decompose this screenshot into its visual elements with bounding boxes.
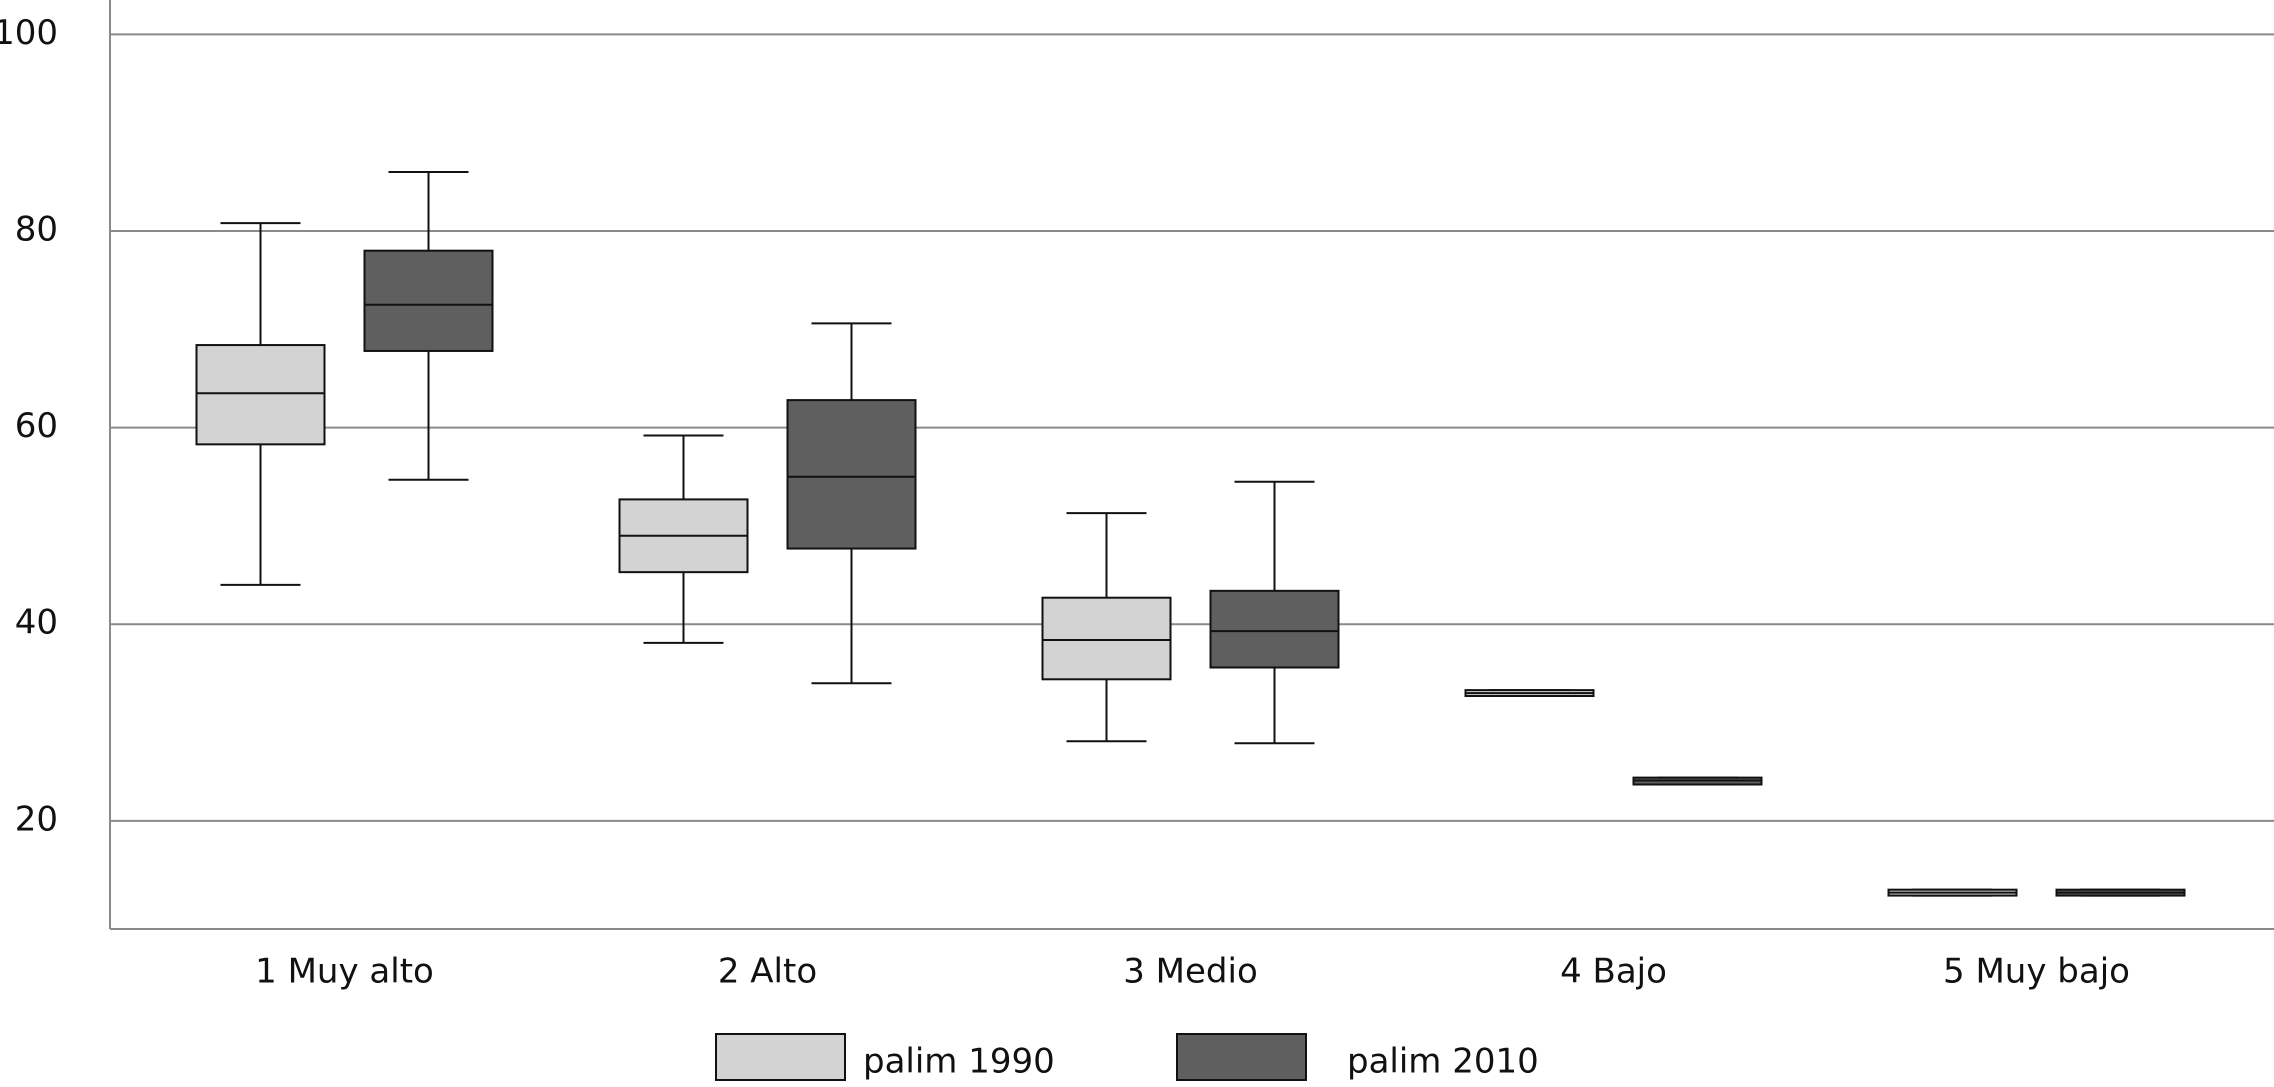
y-tick-label: 60 [15,406,58,446]
box [1041,596,1172,681]
box [195,344,326,446]
x-tick-label: 5 Muy bajo [1943,952,2130,992]
y-tick-label: 100 [0,13,58,53]
x-tick-label: 1 Muy alto [255,952,434,992]
legend-label: palim 1990 [863,1042,1055,1082]
box [786,399,917,550]
y-tick-label: 20 [15,799,58,839]
y-tick-label: 80 [15,210,58,250]
x-tick-label: 4 Bajo [1560,952,1667,992]
x-tick-label: 3 Medio [1123,952,1258,992]
y-tick-label: 40 [15,603,58,643]
legend-label: palim 2010 [1347,1042,1539,1082]
box [1209,589,1340,669]
box [363,249,494,352]
legend-swatch [1176,1033,1307,1081]
x-tick-label: 2 Alto [718,952,817,992]
legend-swatch [715,1033,846,1081]
